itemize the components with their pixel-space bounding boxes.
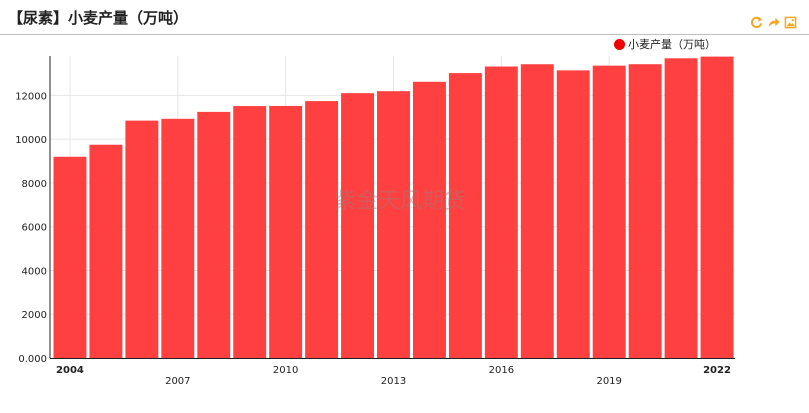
bar xyxy=(161,118,195,358)
legend-label: 小麦产量（万吨） xyxy=(628,38,716,51)
bar xyxy=(664,58,698,359)
x-tick-label: 2013 xyxy=(381,376,406,387)
chart-title: 【尿素】小麦产量（万吨） xyxy=(8,9,189,27)
legend[interactable]: 小麦产量（万吨） xyxy=(614,36,716,52)
bar xyxy=(53,156,87,358)
y-tick-label: 8000 xyxy=(22,179,47,190)
bar xyxy=(412,81,446,359)
x-tick-label: 2010 xyxy=(273,365,298,376)
refresh-icon[interactable] xyxy=(750,16,763,29)
y-tick-label: 10000 xyxy=(15,135,47,146)
bar xyxy=(520,64,554,359)
chart-header: 【尿素】小麦产量（万吨） xyxy=(0,0,809,35)
share-icon[interactable] xyxy=(767,16,780,29)
bar xyxy=(341,93,375,359)
bar xyxy=(448,73,482,359)
y-tick-label: 12000 xyxy=(15,91,47,102)
x-tick-label: 2007 xyxy=(165,376,190,387)
toolbar xyxy=(750,16,797,29)
bar xyxy=(700,56,734,358)
y-tick-label: 2000 xyxy=(22,310,47,321)
y-tick-label: 6000 xyxy=(22,223,47,234)
bar xyxy=(269,105,303,358)
x-tick-label: 2022 xyxy=(703,365,731,376)
bar xyxy=(484,66,518,358)
bar xyxy=(89,144,123,358)
x-tick-label: 2004 xyxy=(56,365,84,376)
bar xyxy=(125,120,159,358)
bar xyxy=(628,64,662,359)
bar xyxy=(233,106,267,358)
legend-marker xyxy=(614,38,625,50)
watermark: 紫金天风期货 xyxy=(334,189,467,214)
y-tick-label: 4000 xyxy=(22,266,47,277)
bar xyxy=(197,111,231,359)
bar xyxy=(556,70,590,358)
bar xyxy=(592,65,626,358)
y-tick-label: 0.000 xyxy=(18,354,47,365)
save-image-icon[interactable] xyxy=(784,16,797,29)
x-tick-label: 2019 xyxy=(596,376,621,387)
x-tick-label: 2016 xyxy=(489,365,514,376)
bar xyxy=(377,91,410,359)
bar xyxy=(305,101,339,358)
